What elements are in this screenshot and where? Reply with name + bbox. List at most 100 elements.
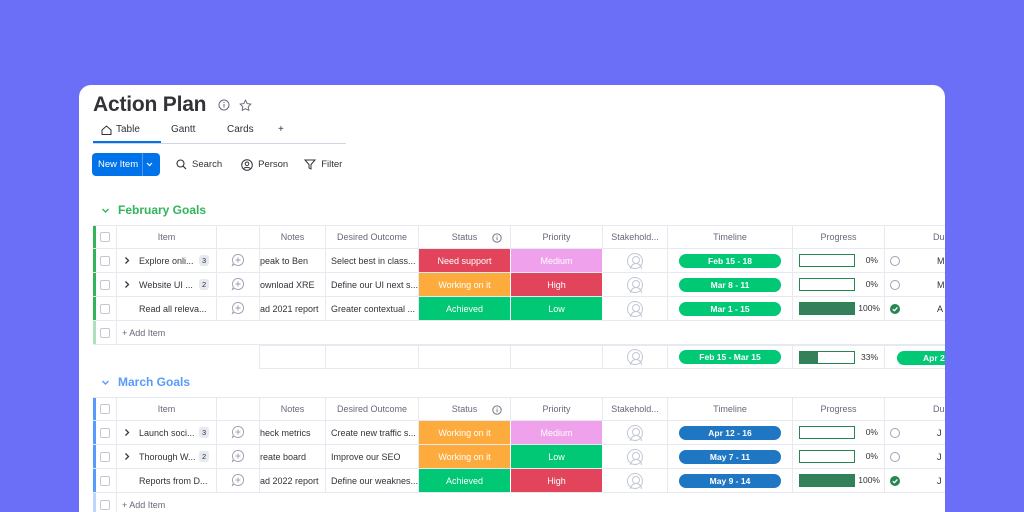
add-update-icon[interactable] <box>231 301 245 317</box>
filter-button[interactable]: Filter <box>304 159 342 170</box>
table-row[interactable]: Reports from D... ad 2022 report Define ou… <box>93 469 945 493</box>
conversation-cell[interactable] <box>217 273 260 297</box>
column-header-status[interactable]: Status <box>419 225 511 249</box>
status-cell[interactable]: Working on it <box>419 273 511 297</box>
outcome-cell[interactable]: Select best in class... <box>326 249 419 273</box>
subitem-count-badge[interactable]: 3 <box>199 255 210 266</box>
chevron-down-icon[interactable] <box>145 160 154 169</box>
table-row[interactable]: Thorough W... 2 reate board Improve our SEO… <box>93 445 945 469</box>
conversation-cell[interactable] <box>217 469 260 493</box>
due-cell[interactable]: J <box>885 445 945 469</box>
column-header-outcome[interactable]: Desired Outcome <box>326 225 419 249</box>
item-cell[interactable]: Thorough W... 2 <box>117 445 217 469</box>
status-cell[interactable]: Achieved <box>419 469 511 493</box>
due-cell[interactable]: M <box>885 273 945 297</box>
column-header-progress[interactable]: Progress <box>793 397 885 421</box>
outcome-cell[interactable]: Create new traffic s... <box>326 421 419 445</box>
conversation-cell[interactable] <box>217 445 260 469</box>
timeline-pill[interactable]: Mar 1 - 15 <box>679 301 781 316</box>
timeline-pill[interactable]: Apr 12 - 16 <box>679 425 781 440</box>
table-row[interactable]: Launch soci... 3 heck metrics Create new tr… <box>93 421 945 445</box>
item-cell[interactable]: Website UI ... 2 <box>117 273 217 297</box>
row-select-cell[interactable] <box>93 469 117 493</box>
outcome-cell[interactable]: Define our weaknes... <box>326 469 419 493</box>
column-header-priority[interactable]: Priority <box>511 225 603 249</box>
column-header-status[interactable]: Status <box>419 397 511 421</box>
stakeholder-cell[interactable] <box>603 421 668 445</box>
status-cell[interactable]: Working on it <box>419 421 511 445</box>
timeline-pill[interactable]: May 9 - 14 <box>679 473 781 488</box>
due-cell[interactable]: J <box>885 421 945 445</box>
tab-cards[interactable]: Cards <box>227 124 254 135</box>
row-select-cell[interactable] <box>93 421 117 445</box>
priority-cell[interactable]: Low <box>511 445 603 469</box>
item-cell[interactable]: Explore onli... 3 <box>117 249 217 273</box>
column-header-due[interactable]: Du <box>885 397 945 421</box>
row-checkbox[interactable] <box>99 427 110 438</box>
chevron-right-icon[interactable] <box>123 256 131 267</box>
table-row[interactable]: Read all releva... ad 2021 report Greater … <box>93 297 945 321</box>
item-cell[interactable]: Reports from D... <box>117 469 217 493</box>
timeline-pill[interactable]: May 7 - 11 <box>679 449 781 464</box>
add-update-icon[interactable] <box>231 253 245 269</box>
priority-cell[interactable]: Medium <box>511 249 603 273</box>
notes-cell[interactable]: ownload XRE <box>260 273 326 297</box>
tab-table[interactable]: Table <box>93 124 161 143</box>
column-header-notes[interactable]: Notes <box>260 397 326 421</box>
select-all-cell[interactable] <box>93 225 117 249</box>
notes-cell[interactable]: reate board <box>260 445 326 469</box>
select-all-cell[interactable] <box>93 397 117 421</box>
outcome-cell[interactable]: Improve our SEO <box>326 445 419 469</box>
priority-cell[interactable]: High <box>511 469 603 493</box>
column-header-priority[interactable]: Priority <box>511 397 603 421</box>
add-update-icon[interactable] <box>231 425 245 441</box>
stakeholder-cell[interactable] <box>603 273 668 297</box>
check-icon[interactable] <box>890 304 900 314</box>
row-checkbox[interactable] <box>99 451 110 462</box>
add-item-row[interactable]: + Add Item <box>93 321 945 345</box>
conversation-cell[interactable] <box>217 249 260 273</box>
person-filter-button[interactable]: Person <box>241 158 288 171</box>
info-icon[interactable] <box>218 99 230 111</box>
add-update-icon[interactable] <box>231 473 245 489</box>
add-update-icon[interactable] <box>231 449 245 465</box>
notes-cell[interactable]: ad 2022 report <box>260 469 326 493</box>
timeline-pill[interactable]: Feb 15 - 18 <box>679 253 781 268</box>
chevron-right-icon[interactable] <box>123 280 131 291</box>
status-cell[interactable]: Working on it <box>419 445 511 469</box>
due-cell[interactable]: A <box>885 297 945 321</box>
stakeholder-cell[interactable] <box>603 297 668 321</box>
notes-cell[interactable]: ad 2021 report <box>260 297 326 321</box>
column-header-notes[interactable]: Notes <box>260 225 326 249</box>
status-dot[interactable] <box>890 256 900 266</box>
column-header-stakeholder[interactable]: Stakehold... <box>603 397 668 421</box>
column-header-outcome[interactable]: Desired Outcome <box>326 397 419 421</box>
avatar[interactable] <box>627 252 643 269</box>
avatar[interactable] <box>627 448 643 465</box>
column-header-item[interactable]: Item <box>117 225 217 249</box>
stakeholder-cell[interactable] <box>603 249 668 273</box>
subitem-count-badge[interactable]: 2 <box>199 451 210 462</box>
outcome-cell[interactable]: Define our UI next s... <box>326 273 419 297</box>
column-header-timeline[interactable]: Timeline <box>668 397 793 421</box>
due-cell[interactable]: J <box>885 469 945 493</box>
due-cell[interactable]: M <box>885 249 945 273</box>
new-item-button[interactable]: New Item <box>92 153 160 176</box>
select-all-checkbox[interactable] <box>99 404 110 414</box>
status-dot[interactable] <box>890 452 900 462</box>
column-header-item[interactable]: Item <box>117 397 217 421</box>
row-select-cell[interactable] <box>93 249 117 273</box>
status-cell[interactable]: Need support <box>419 249 511 273</box>
item-cell[interactable]: Read all releva... <box>117 297 217 321</box>
chevron-down-icon[interactable] <box>101 378 110 387</box>
search-button[interactable]: Search <box>176 159 222 170</box>
outcome-cell[interactable]: Greater contextual ... <box>326 297 419 321</box>
status-cell[interactable]: Achieved <box>419 297 511 321</box>
star-icon[interactable] <box>239 98 253 112</box>
add-item-row[interactable]: + Add Item <box>93 493 945 512</box>
column-header-progress[interactable]: Progress <box>793 225 885 249</box>
row-checkbox[interactable] <box>99 475 110 486</box>
priority-cell[interactable]: High <box>511 273 603 297</box>
timeline-cell[interactable]: Mar 8 - 11 <box>668 273 793 297</box>
timeline-cell[interactable]: Feb 15 - 18 <box>668 249 793 273</box>
